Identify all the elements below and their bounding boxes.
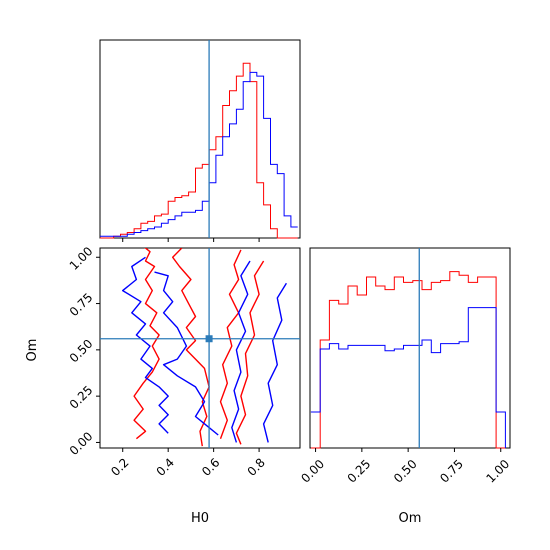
- h0-om-contour-panel: [99, 247, 301, 449]
- contour-blue-3: [262, 282, 287, 443]
- om-y-tick-label: 1.00: [67, 244, 96, 273]
- h0-tick-label: 0.4: [154, 455, 177, 478]
- h0-histogram-panel: [99, 39, 301, 239]
- h0-tick-label: 0.6: [199, 455, 222, 478]
- om-y-tick-label: 0.75: [67, 290, 96, 319]
- contour-red-0: [133, 248, 160, 440]
- om-histogram-red: [310, 271, 506, 449]
- om-y-tick-label: 0.50: [67, 337, 96, 366]
- om-x-tick-label: 0.25: [345, 457, 374, 486]
- om-y-tick-label: 0.00: [67, 429, 96, 458]
- om-x-tick-label: 0.50: [391, 457, 420, 486]
- contour-blue-0: [122, 256, 169, 434]
- h0-tick-label: 0.8: [245, 455, 268, 478]
- om-x-tick-label: 1.00: [484, 457, 513, 486]
- om-x-tick-label: 0.00: [298, 457, 327, 486]
- om-y-tick-label: 0.25: [67, 383, 96, 412]
- contour-red-2: [219, 249, 242, 439]
- contour-clip-group: [122, 248, 287, 447]
- truth-marker: [205, 335, 213, 343]
- contour-blue-1: [154, 271, 219, 436]
- om-y-axis-label: Om: [25, 339, 40, 362]
- contour-blue-2: [231, 260, 251, 443]
- h0-tick-label: 0.2: [108, 455, 131, 478]
- contour-red-1: [172, 248, 210, 447]
- contour-layer: [100, 248, 300, 448]
- h0-x-axis-label: H0: [191, 511, 209, 526]
- om-histogram-layer: [310, 248, 506, 449]
- om-histogram-blue: [310, 307, 506, 448]
- h0-histogram-blue: [100, 71, 298, 237]
- om-histogram-panel: [309, 247, 511, 449]
- om-x-axis-label: Om: [399, 511, 422, 526]
- h0-histogram-red: [100, 62, 298, 239]
- h0-histogram-layer: [100, 40, 298, 239]
- contour-red-3: [235, 260, 265, 445]
- om-x-tick-label: 0.75: [437, 457, 466, 486]
